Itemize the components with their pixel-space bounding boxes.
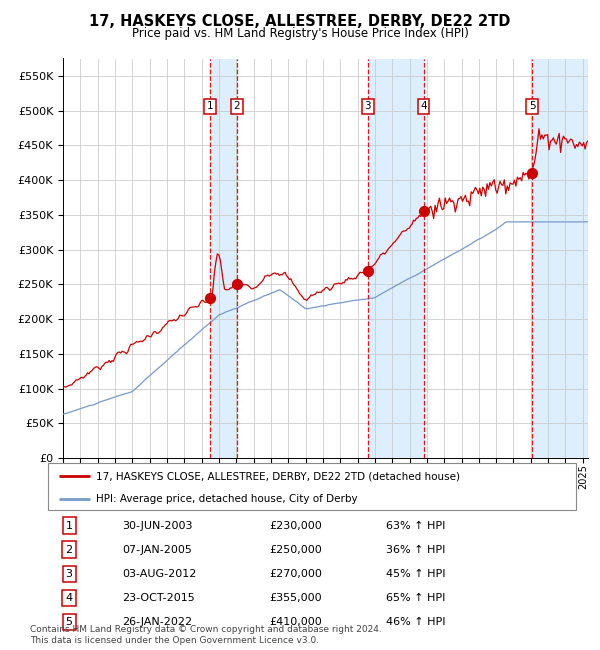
Text: 23-OCT-2015: 23-OCT-2015: [122, 593, 194, 603]
Bar: [210, 58, 236, 458]
Text: 5: 5: [529, 101, 535, 111]
Text: 4: 4: [65, 593, 73, 603]
Text: 17, HASKEYS CLOSE, ALLESTREE, DERBY, DE22 2TD (detached house): 17, HASKEYS CLOSE, ALLESTREE, DERBY, DE2…: [95, 471, 460, 481]
Text: 63% ↑ HPI: 63% ↑ HPI: [386, 521, 445, 530]
Text: 07-JAN-2005: 07-JAN-2005: [122, 545, 192, 554]
Text: 3: 3: [65, 569, 73, 578]
Text: 5: 5: [65, 617, 73, 627]
Text: Contains HM Land Registry data © Crown copyright and database right 2024.
This d: Contains HM Land Registry data © Crown c…: [30, 625, 382, 645]
Point: [419, 206, 428, 216]
Point: [527, 168, 537, 178]
Bar: [368, 58, 424, 458]
Point: [205, 293, 215, 304]
Text: £355,000: £355,000: [270, 593, 322, 603]
Bar: [532, 58, 588, 458]
Point: [363, 265, 373, 276]
Text: £230,000: £230,000: [270, 521, 323, 530]
Text: 3: 3: [364, 101, 371, 111]
Text: 1: 1: [65, 521, 73, 530]
Text: £270,000: £270,000: [270, 569, 323, 578]
Text: 45% ↑ HPI: 45% ↑ HPI: [386, 569, 445, 578]
Text: 36% ↑ HPI: 36% ↑ HPI: [386, 545, 445, 554]
Text: 2: 2: [65, 545, 73, 554]
Text: £410,000: £410,000: [270, 617, 323, 627]
Text: 26-JAN-2022: 26-JAN-2022: [122, 617, 192, 627]
Text: 30-JUN-2003: 30-JUN-2003: [122, 521, 193, 530]
Point: [232, 280, 241, 290]
Text: Price paid vs. HM Land Registry's House Price Index (HPI): Price paid vs. HM Land Registry's House …: [131, 27, 469, 40]
Text: 4: 4: [420, 101, 427, 111]
Text: £250,000: £250,000: [270, 545, 323, 554]
Text: HPI: Average price, detached house, City of Derby: HPI: Average price, detached house, City…: [95, 493, 357, 504]
Text: 2: 2: [233, 101, 240, 111]
Text: 17, HASKEYS CLOSE, ALLESTREE, DERBY, DE22 2TD: 17, HASKEYS CLOSE, ALLESTREE, DERBY, DE2…: [89, 14, 511, 29]
Text: 03-AUG-2012: 03-AUG-2012: [122, 569, 196, 578]
Text: 1: 1: [207, 101, 214, 111]
Text: 65% ↑ HPI: 65% ↑ HPI: [386, 593, 445, 603]
FancyBboxPatch shape: [48, 463, 576, 510]
Text: 46% ↑ HPI: 46% ↑ HPI: [386, 617, 445, 627]
